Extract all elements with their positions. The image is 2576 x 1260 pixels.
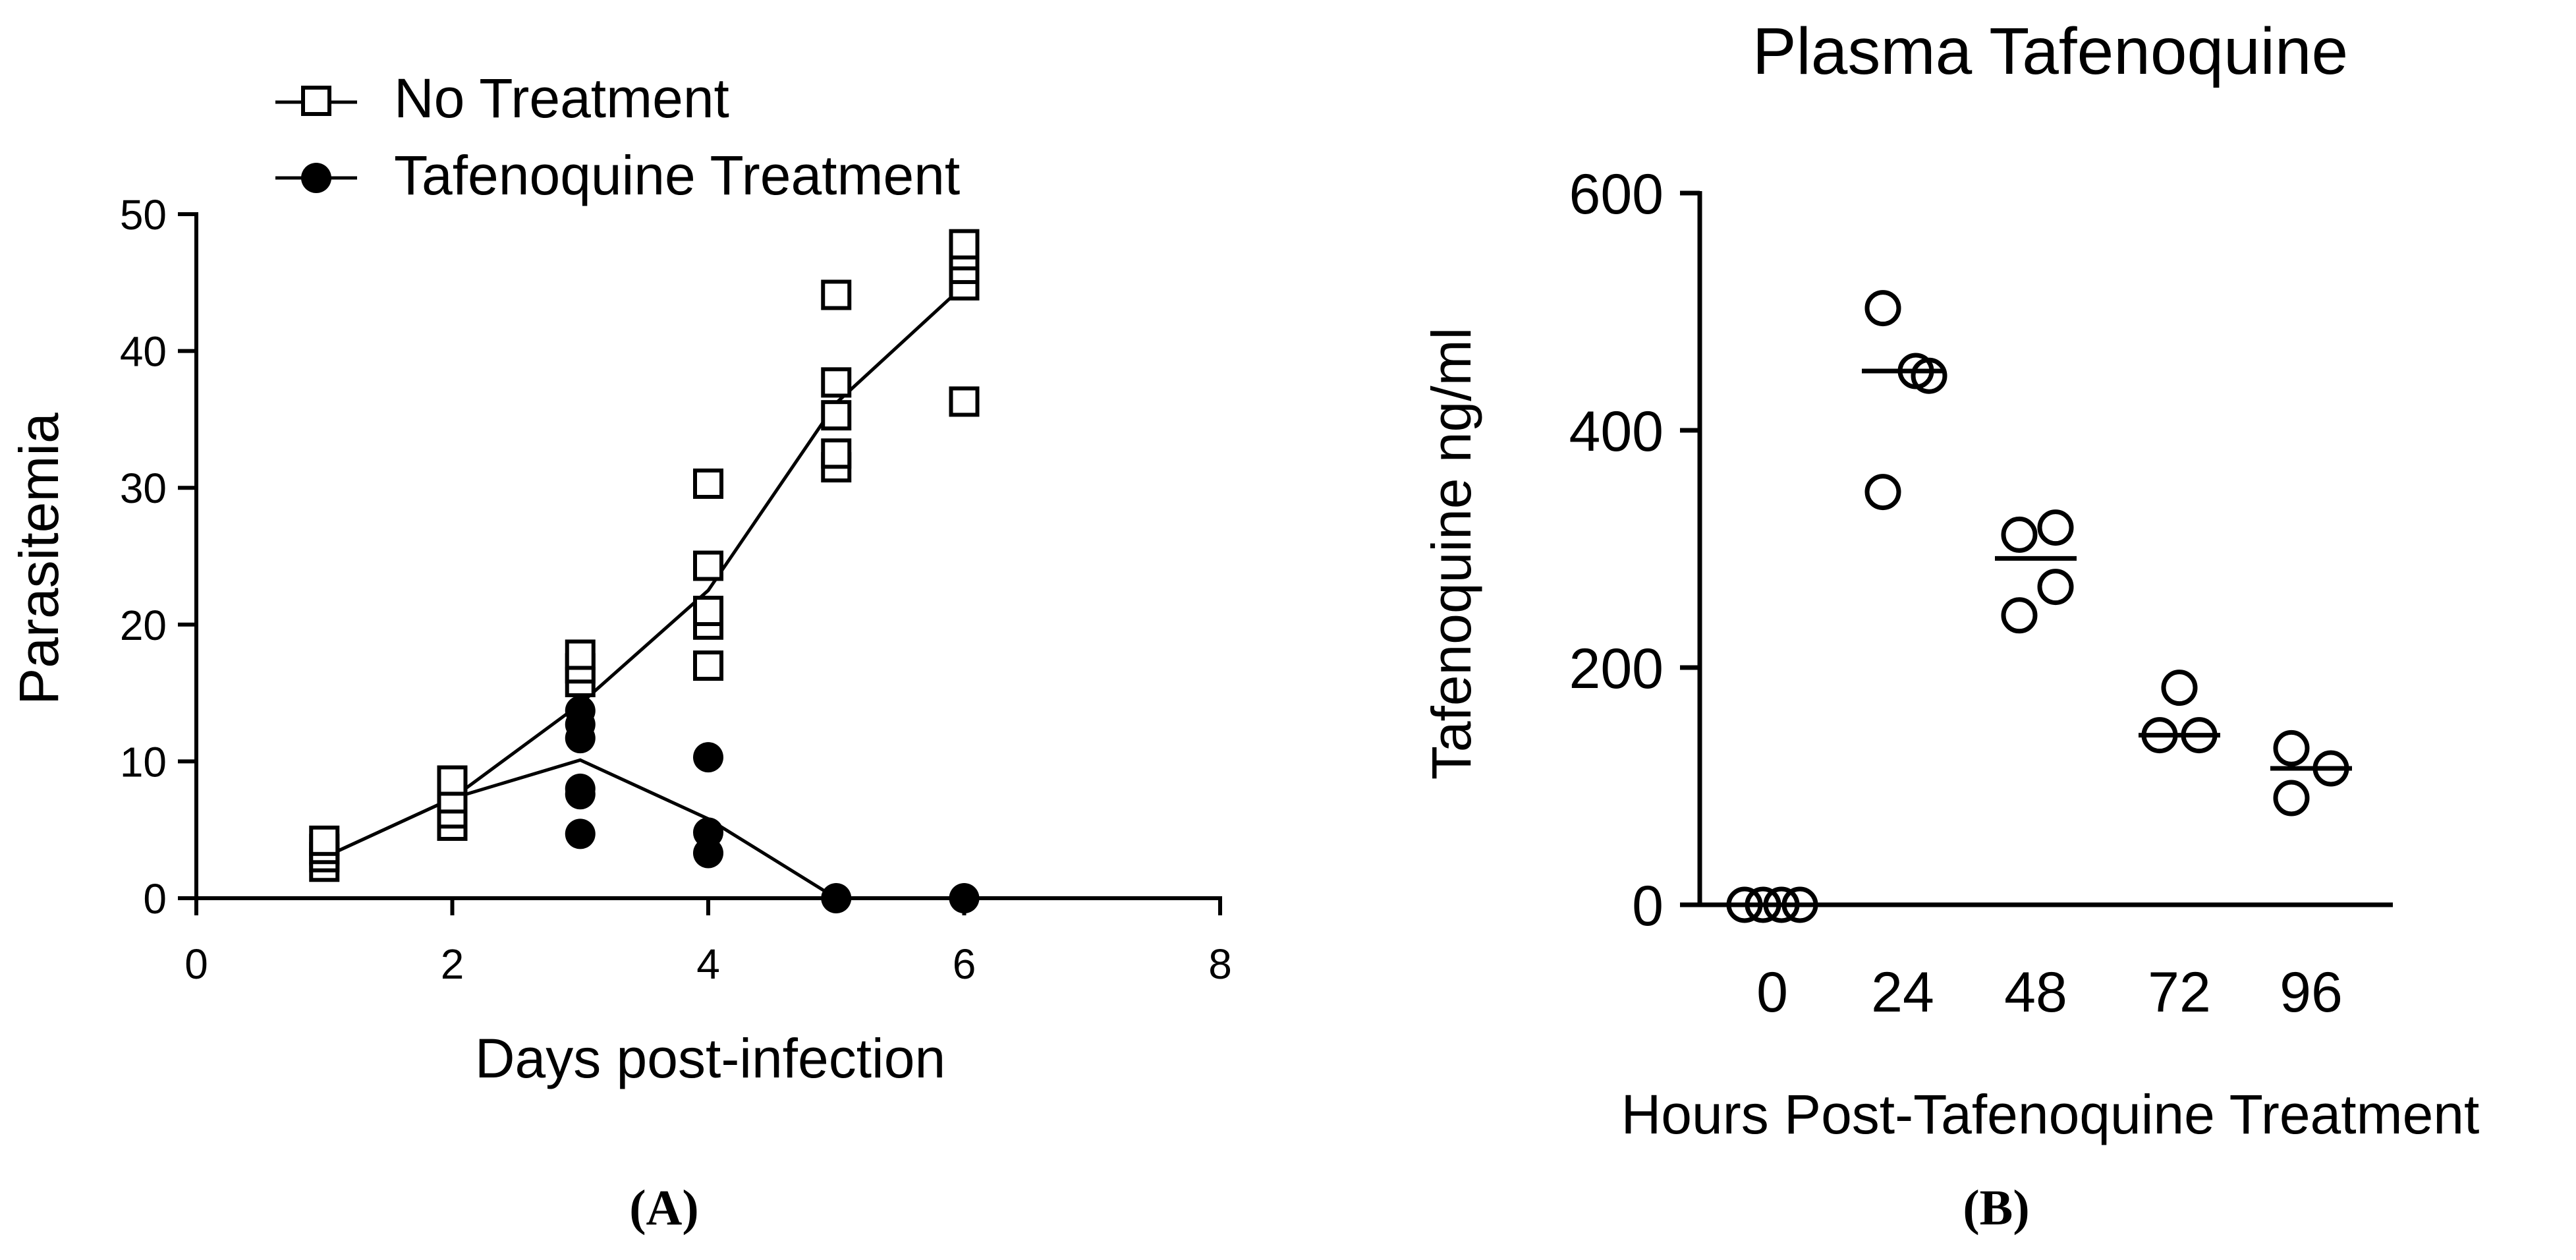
tafenoquine-point — [565, 818, 596, 849]
panel-a-y-tick-label: 0 — [143, 875, 167, 923]
panel-b-point — [2001, 597, 2038, 634]
panel-a-x-tick-label: 6 — [953, 940, 976, 988]
panel-a: No Treatment Tafenoquine Treatment Paras… — [8, 67, 1232, 1236]
no-treatment-point — [821, 367, 852, 398]
panel-a-x-tick-label: 0 — [184, 940, 208, 988]
panel-a-y-tick-label: 30 — [120, 465, 167, 512]
no-treatment-point — [949, 386, 980, 417]
panel-b-x-tick-label: 48 — [2004, 961, 2067, 1024]
panel-b-point — [2312, 750, 2349, 787]
panel-b-point — [1781, 886, 1818, 923]
panel-b-point — [2037, 569, 2074, 606]
legend-no-treatment-label: No Treatment — [394, 67, 729, 129]
panel-a-legend: No Treatment Tafenoquine Treatment — [275, 67, 960, 206]
panel-b-point — [1726, 886, 1763, 923]
panel-b-y-tick-label: 0 — [1632, 874, 1664, 938]
panel-b-point — [2273, 780, 2310, 816]
panel-a-y-tick-label: 40 — [120, 328, 167, 376]
panel-b-x-axis-title: Hours Post-Tafenoquine Treatment — [1621, 1083, 2480, 1145]
panel-b-x-tick-label: 72 — [2148, 961, 2211, 1024]
legend-tafenoquine-label: Tafenoquine Treatment — [394, 144, 960, 206]
panel-b-y-tick-label: 400 — [1569, 400, 1664, 463]
panel-a-x-axis-title: Days post-infection — [475, 1027, 945, 1089]
panel-a-y-tick-label: 10 — [120, 738, 167, 786]
panel-b: Plasma Tafenoquine Tafenoquine ng/ml Hou… — [1420, 14, 2479, 1236]
panel-b-point — [2141, 717, 2178, 754]
tafenoquine-point — [565, 695, 596, 726]
no-treatment-point — [949, 229, 980, 260]
panel-a-x-tick-label: 8 — [1208, 940, 1232, 988]
no-treatment-point — [821, 438, 852, 469]
tafenoquine-point — [949, 883, 980, 913]
no-treatment-point — [565, 639, 596, 670]
panel-a-y-tick-label: 20 — [120, 602, 167, 649]
no-treatment-point — [309, 825, 340, 856]
panel-b-point — [1763, 886, 1800, 923]
panel-b-y-tick-label: 200 — [1569, 637, 1664, 701]
tafenoquine-mean-line — [323, 758, 965, 900]
panel-b-title: Plasma Tafenoquine — [1752, 14, 2348, 88]
no-treatment-point — [437, 765, 468, 796]
panel-b-label: (B) — [1963, 1180, 2029, 1236]
panel-b-point — [2161, 670, 2198, 706]
panel-b-point — [2181, 717, 2218, 754]
no-treatment-point — [693, 550, 723, 581]
panel-b-point — [1864, 290, 1901, 327]
panel-b-y-tick-label: 600 — [1569, 163, 1664, 226]
no-treatment-point — [693, 596, 723, 627]
no-treatment-point — [693, 468, 723, 499]
legend-tafenoquine-symbol — [275, 163, 357, 193]
panel-b-point — [2001, 516, 2038, 553]
panel-b-point — [2273, 730, 2310, 766]
tafenoquine-point — [693, 742, 723, 773]
legend-no-treatment-symbol — [275, 86, 357, 116]
panel-b-x-tick-label: 0 — [1756, 961, 1788, 1024]
panel-b-plot-area: 0 200 400 600 0 24 48 72 96 — [1569, 163, 2393, 1024]
panel-b-point — [2037, 509, 2074, 546]
panel-a-plot-area: 0 2 4 6 8 0 10 20 30 40 50 — [120, 191, 1232, 988]
tafenoquine-point — [565, 773, 596, 804]
no-treatment-point — [693, 650, 723, 681]
panel-a-x-tick-label: 4 — [696, 940, 720, 988]
no-treatment-mean-line — [323, 284, 966, 859]
panel-a-x-tick-label: 2 — [441, 940, 464, 988]
panel-b-point — [1911, 357, 1947, 394]
panel-b-point — [1745, 886, 1781, 923]
tafenoquine-point — [821, 883, 852, 913]
panel-a-y-axis-title: Parasitemia — [8, 413, 70, 705]
tafenoquine-point — [693, 817, 723, 848]
panel-b-x-tick-label: 96 — [2280, 961, 2343, 1024]
panel-b-point — [1864, 474, 1901, 511]
panel-b-x-tick-label: 24 — [1871, 961, 1934, 1024]
panel-a-label: (A) — [629, 1180, 699, 1236]
panel-b-y-axis-title: Tafenoquine ng/ml — [1420, 328, 1482, 780]
no-treatment-point — [821, 279, 852, 310]
panel-a-y-tick-label: 50 — [120, 191, 167, 239]
no-treatment-point — [821, 400, 852, 431]
